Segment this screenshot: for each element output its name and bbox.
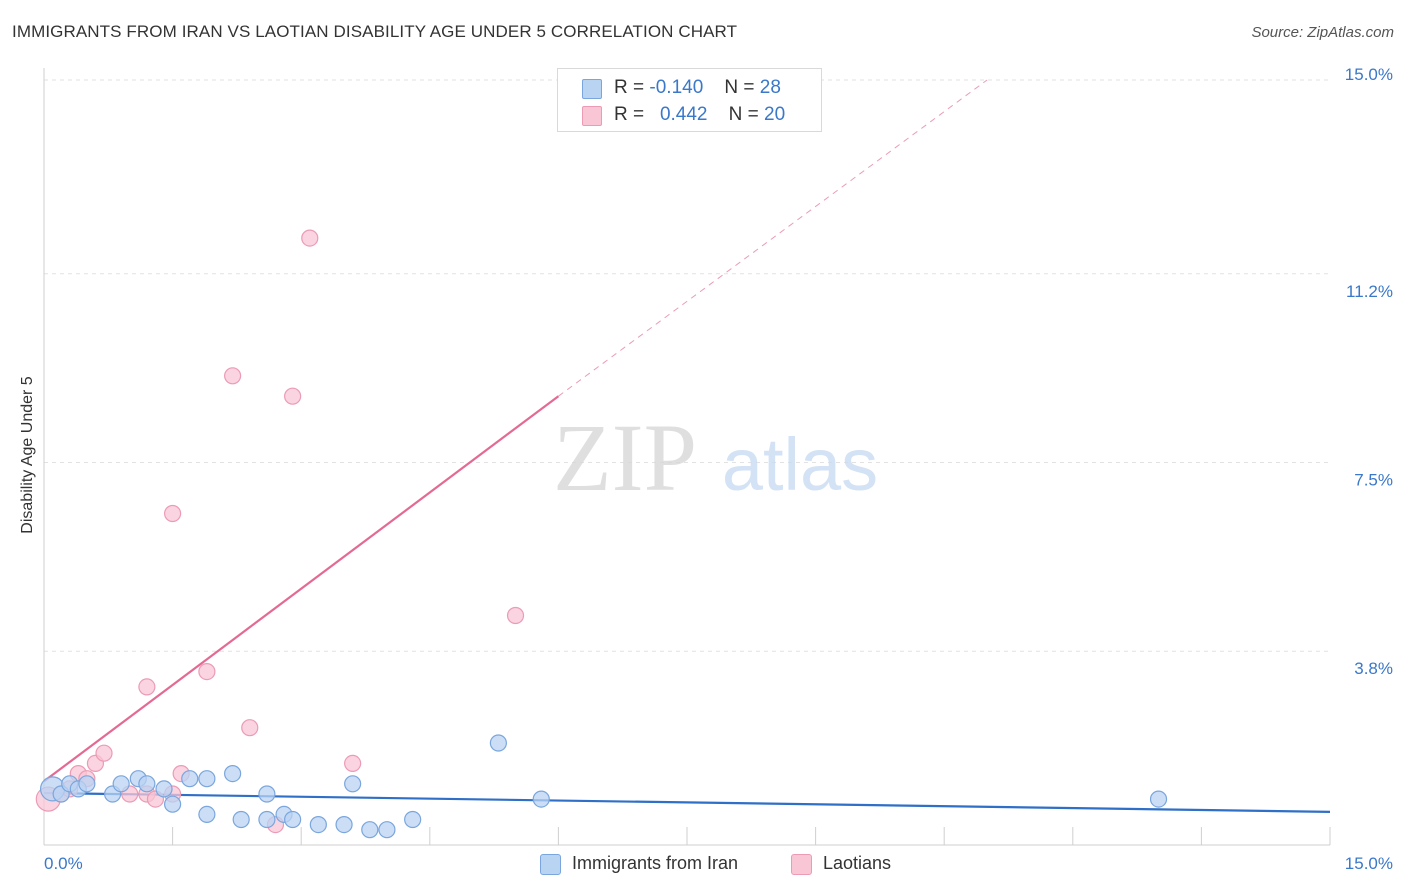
data-point-iran (1149, 790, 1168, 808)
trend-line-iran (43, 791, 1331, 813)
n-label: N = (728, 104, 759, 125)
data-point-laotians (284, 387, 302, 405)
trend-line-laotians (43, 395, 560, 783)
r-value: 0.442 (659, 104, 708, 125)
legend-swatch-laotians (791, 854, 812, 875)
y-tick-label: 7.5% (1354, 471, 1393, 490)
data-point-iran (335, 815, 353, 834)
legend-label-laotians: Laotians (823, 853, 892, 873)
data-point-iran (224, 764, 242, 783)
tick-labels: 3.8% 7.5% 11.2% 15.0% 0.0% 15.0% (44, 65, 1393, 873)
data-point-laotians (198, 662, 216, 681)
legend-swatch-iran (540, 854, 561, 875)
watermark-zip: ZIP (553, 404, 697, 511)
legend-swatch-pink (582, 106, 602, 126)
data-point-iran (309, 815, 327, 834)
data-point-laotians (164, 504, 182, 523)
data-point-iran (138, 775, 156, 793)
data-point-iran (361, 821, 379, 839)
chart-title: IMMIGRANTS FROM IRAN VS LAOTIAN DISABILI… (12, 22, 738, 41)
data-point-iran (198, 805, 216, 824)
axes (43, 68, 1331, 846)
data-point-laotians (344, 754, 362, 773)
data-point-iran (232, 810, 250, 829)
data-points (35, 229, 1168, 839)
source-label: Source: ZipAtlas.com (1251, 24, 1394, 41)
trend-extension-laotians (558, 79, 988, 397)
trend-lines (43, 79, 1331, 813)
data-point-iran (489, 734, 507, 752)
data-point-iran (532, 790, 550, 808)
data-point-laotians (506, 606, 525, 625)
y-tick-label: 15.0% (1345, 65, 1393, 84)
data-point-laotians (241, 719, 259, 737)
data-point-iran (404, 810, 422, 829)
watermark: ZIP atlas (553, 404, 878, 511)
data-point-laotians (301, 229, 319, 247)
grid-lines (44, 79, 1330, 652)
y-tick-label: 11.2% (1346, 282, 1393, 301)
data-point-iran (284, 810, 302, 829)
stats-legend: R = -0.140 N = 28 R = 0.442 N = 20 (557, 68, 822, 132)
r-label: R = (614, 77, 645, 98)
r-label: R = (614, 104, 645, 125)
data-point-iran (198, 770, 216, 788)
data-point-iran (164, 795, 182, 813)
y-tick-label: 3.8% (1354, 659, 1393, 678)
data-point-iran (112, 775, 130, 793)
data-point-iran (344, 775, 362, 793)
data-point-iran (378, 821, 396, 839)
x-tick-label-min: 0.0% (44, 854, 83, 873)
data-point-iran (78, 775, 96, 793)
data-point-iran (155, 780, 173, 798)
data-point-iran (258, 810, 276, 829)
data-point-laotians (95, 744, 113, 762)
n-label: N = (724, 77, 755, 98)
legend-label-iran: Immigrants from Iran (572, 853, 739, 873)
n-value: 20 (764, 104, 786, 125)
data-point-laotians (224, 367, 242, 385)
watermark-atlas: atlas (722, 423, 878, 506)
r-value: -0.140 (649, 77, 704, 98)
x-tick-label-max: 15.0% (1345, 854, 1393, 873)
data-point-iran (258, 785, 276, 803)
data-point-iran (181, 770, 199, 788)
legend-swatch-blue (582, 79, 602, 99)
n-value: 28 (759, 77, 781, 98)
data-point-laotians (138, 678, 156, 696)
